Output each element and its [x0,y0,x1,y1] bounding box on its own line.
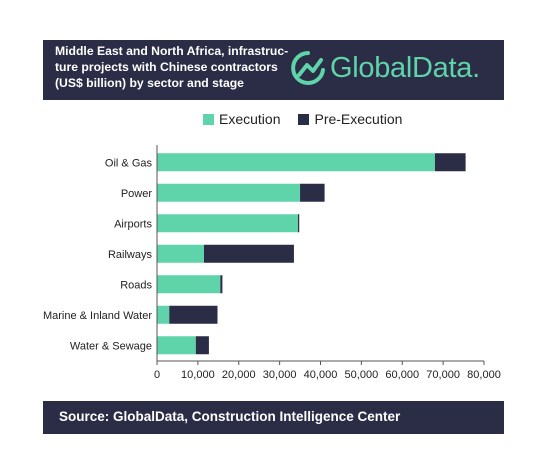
legend-label-execution: Execution [219,111,281,127]
legend-swatch-pre-execution [298,113,310,125]
chart-header: Middle East and North Africa, infrastruc… [43,40,504,100]
x-tick-label: 50,000 [345,369,379,381]
x-tick-label: 10,000 [181,369,215,381]
source-footer: Source: GlobalData, Construction Intelli… [43,401,504,434]
chart-title: Middle East and North Africa, infrastruc… [55,43,290,91]
bar-execution [157,275,221,294]
bar-execution [157,336,196,355]
bar-pre-execution [434,153,466,172]
bar-pre-execution [204,244,294,263]
legend-label-pre-execution: Pre-Execution [314,111,403,127]
bar-execution [157,305,170,324]
source-text: Source: GlobalData, Construction Intelli… [59,409,401,424]
title-line: ture projects with Chinese contractors [55,60,278,74]
logo-text: GlobalData. [330,52,480,84]
bar-pre-execution [220,275,223,294]
category-label: Railways [108,249,153,261]
bar-pre-execution [300,183,325,202]
x-tick-label: 70,000 [426,369,460,381]
x-tick-label: 40,000 [304,369,338,381]
category-label: Marine & Inland Water [43,310,152,322]
x-tick-label: 60,000 [385,369,419,381]
bar-pre-execution [298,214,300,233]
category-label: Roads [120,279,152,291]
x-tick-label: 20,000 [222,369,256,381]
bar-execution [157,244,205,263]
chart-legend: Execution Pre-Execution [203,110,420,128]
category-label: Airports [114,218,152,230]
bar-execution [157,214,299,233]
bar-pre-execution [169,305,218,324]
category-label: Power [121,188,153,200]
legend-item-execution: Execution [203,111,280,127]
globaldata-logo-icon [291,51,325,85]
bar-execution [157,183,301,202]
title-line: (US$ billion) by sector and stage [55,76,244,90]
bar-pre-execution [195,336,209,355]
legend-item-pre-execution: Pre-Execution [298,111,402,127]
title-line: Middle East and North Africa, infrastruc… [55,44,289,58]
globaldata-logo: GlobalData. [288,48,498,92]
x-tick-label: 0 [154,369,160,381]
legend-swatch-execution [203,113,214,125]
bar-execution [157,153,435,172]
category-label: Oil & Gas [105,157,153,169]
x-tick-label: 30,000 [263,369,297,381]
category-label: Water & Sewage [70,340,152,352]
x-tick-label: 80,000 [467,369,501,381]
